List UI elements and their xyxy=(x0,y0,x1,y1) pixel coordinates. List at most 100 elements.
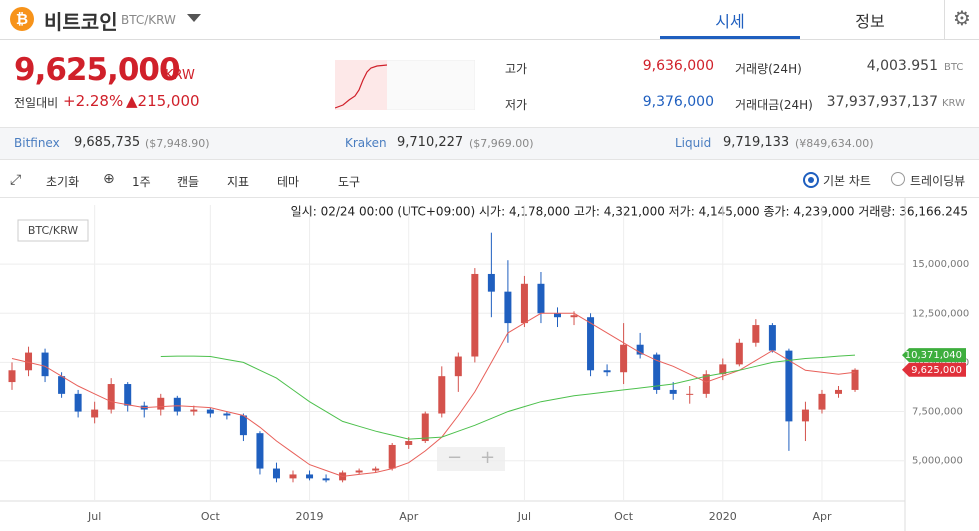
radio-on[interactable] xyxy=(803,172,819,188)
candle-body xyxy=(372,468,380,471)
stat-value: 9,636,000 xyxy=(642,58,714,74)
candle-body xyxy=(322,478,330,481)
stat-label: 거래량(24H) xyxy=(735,62,802,76)
price-unit: KRW xyxy=(165,68,195,83)
price-tag xyxy=(902,348,966,363)
exchange-alt: (¥849,634.00) xyxy=(795,137,874,150)
exchange-price: 9,719,133 xyxy=(723,135,790,150)
price: 9,625,000 xyxy=(14,52,181,88)
zoom: − + xyxy=(437,447,505,471)
period[interactable]: 1주 xyxy=(132,175,151,189)
exchange-name: Kraken xyxy=(345,136,387,150)
candle-body xyxy=(272,468,280,479)
candle-body xyxy=(239,415,247,436)
candle-body xyxy=(520,283,528,324)
option[interactable]: 기본 차트 xyxy=(823,174,871,188)
y-tick-label: 15,000,000 xyxy=(912,259,969,270)
change-amount: ▲215,000 xyxy=(126,92,200,110)
pair: BTC/KRW xyxy=(121,13,176,27)
globe[interactable]: ⊕ xyxy=(103,171,115,187)
x-tick-label: Jul xyxy=(517,510,531,523)
stat-label: 고가 xyxy=(505,62,528,76)
candle-body xyxy=(553,313,561,318)
tab[interactable]: 시세 xyxy=(715,12,745,31)
candle-body xyxy=(74,393,82,412)
candle-body xyxy=(91,409,99,418)
x-tick-label: Apr xyxy=(399,510,419,523)
zoom-out[interactable]: − xyxy=(447,447,463,468)
y-tick-label: 12,500,000 xyxy=(912,308,969,319)
x-tick-label: Oct xyxy=(201,510,221,523)
x-tick-label: Oct xyxy=(614,510,634,523)
candle-body xyxy=(405,441,413,445)
exchange-price: 9,710,227 xyxy=(397,135,464,150)
coin-icon: ₿ xyxy=(10,7,34,31)
dropdown[interactable] xyxy=(187,14,201,22)
candle-body xyxy=(686,393,694,395)
price-tag-label: 9,625,000 xyxy=(911,365,962,376)
chart: 일시: 02/24 00:00 (UTC+09:00) 시가: 4,178,00… xyxy=(0,198,969,531)
reset[interactable]: 초기화 xyxy=(46,175,80,189)
y-tick-label: 7,500,000 xyxy=(912,407,963,418)
price-tag xyxy=(902,362,966,377)
moving-average xyxy=(11,312,856,477)
candle-body xyxy=(785,350,793,422)
candle-body xyxy=(835,389,842,394)
candle-body xyxy=(735,342,743,365)
menu[interactable]: 지표 xyxy=(227,175,250,189)
candle-body xyxy=(768,325,776,351)
x-tick-label: 2019 xyxy=(296,510,324,523)
option[interactable]: 트레이딩뷰 xyxy=(910,174,966,188)
candle-body xyxy=(620,344,628,373)
moving-average xyxy=(160,354,856,440)
candle-body xyxy=(454,356,462,377)
toolbar xyxy=(0,166,979,198)
chart-label: BTC/KRW xyxy=(28,224,78,237)
exchange-name: Bitfinex xyxy=(14,136,60,150)
candle-body xyxy=(504,291,512,324)
candle-body xyxy=(8,370,16,383)
stat-value: 4,003.951 xyxy=(866,58,938,74)
candle-body xyxy=(306,474,314,479)
candle-body xyxy=(702,374,710,394)
exchange-alt: ($7,948.90) xyxy=(145,137,210,150)
candle-body xyxy=(256,433,264,469)
candle-body xyxy=(537,283,545,314)
exchange-bar xyxy=(0,127,979,160)
stat-unit: KRW xyxy=(942,98,965,109)
label-box xyxy=(17,219,89,242)
zoom-in[interactable]: + xyxy=(480,447,496,468)
settings[interactable]: ⚙ xyxy=(953,6,971,30)
candle-body xyxy=(107,384,115,410)
candle-body xyxy=(41,352,49,377)
tab[interactable]: 정보 xyxy=(855,12,885,31)
exchange-price: 9,685,735 xyxy=(74,135,141,150)
stat-label: 거래대금(24H) xyxy=(735,98,813,112)
stat-unit: BTC xyxy=(944,62,964,73)
candle-body xyxy=(603,370,611,373)
menu[interactable]: 캔들 xyxy=(177,175,200,189)
candle-body xyxy=(669,389,677,394)
candle-body xyxy=(438,376,446,414)
candle-body xyxy=(752,325,760,343)
stat-label: 저가 xyxy=(505,98,528,112)
sparkline xyxy=(335,60,475,110)
candle-body xyxy=(157,397,165,410)
exchange-alt: ($7,969.00) xyxy=(469,137,534,150)
candle-body xyxy=(206,409,214,414)
candle-body xyxy=(355,470,363,473)
radio-off[interactable] xyxy=(891,172,905,186)
candle-body xyxy=(653,354,661,390)
candle-body xyxy=(289,474,297,479)
candle-body xyxy=(421,413,429,442)
stat-value: 37,937,937,137 xyxy=(826,94,938,110)
candle-body xyxy=(636,344,644,355)
change-pct: +2.28% xyxy=(63,92,124,110)
menu[interactable]: 도구 xyxy=(338,175,361,189)
candle-body xyxy=(388,444,396,469)
divider xyxy=(944,0,945,39)
candle-body xyxy=(58,376,66,394)
expand[interactable]: ⤢ xyxy=(10,172,22,188)
header xyxy=(0,0,979,40)
menu[interactable]: 테마 xyxy=(277,175,300,189)
